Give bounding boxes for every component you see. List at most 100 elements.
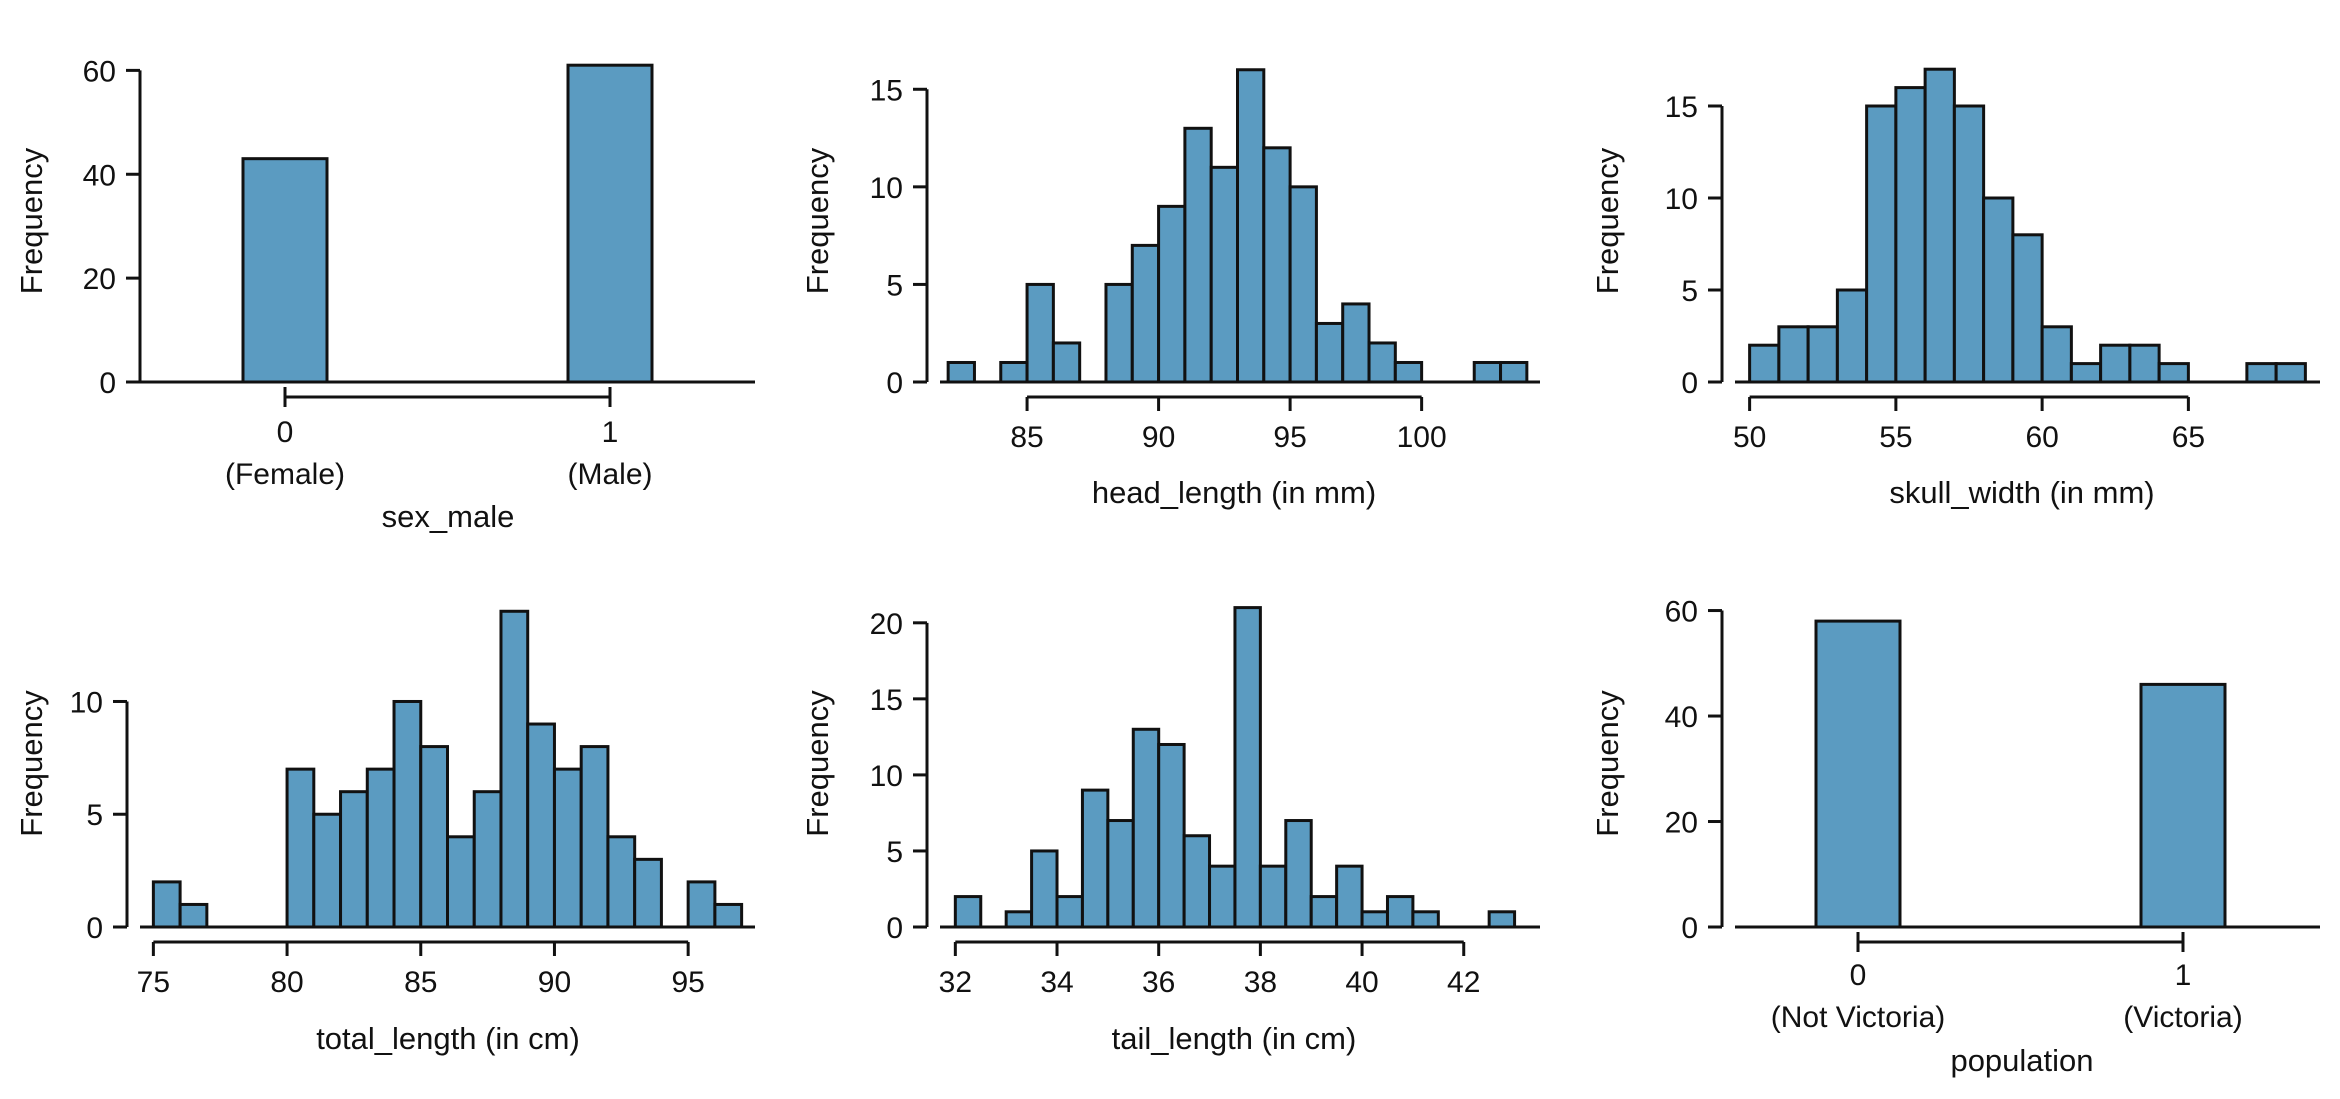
histogram-bar: [1894, 86, 1927, 384]
histogram-bar: [1262, 146, 1292, 384]
histogram-bar: [999, 360, 1029, 384]
histogram-bar: [1258, 864, 1288, 929]
histogram-bar: [365, 767, 396, 929]
histogram-bar: [1051, 341, 1082, 384]
x-tick-label: 42: [1447, 966, 1480, 999]
histogram-bar: [1411, 910, 1440, 929]
x-tick-label: 1: [602, 416, 619, 449]
histogram-bar: [1131, 727, 1161, 929]
x-tick-label: 90: [1142, 421, 1175, 454]
histogram-bar: [285, 767, 316, 929]
histogram-bar: [1806, 325, 1839, 384]
x-tick-label: 95: [671, 966, 704, 999]
x-tick-label: 85: [404, 966, 437, 999]
x-tick-label: 60: [2025, 421, 2058, 454]
histogram-bar: [1157, 742, 1186, 929]
y-tick-label: 60: [1665, 596, 1698, 629]
x-tick-label: 34: [1040, 966, 1073, 999]
x-axis-title: head_length (in mm): [1092, 475, 1376, 510]
histogram-bar: [686, 880, 717, 929]
histogram-bar: [1835, 288, 1869, 384]
histogram-bar: [1335, 864, 1364, 929]
x-tick-label: 75: [137, 966, 170, 999]
histogram-bar: [1080, 788, 1110, 929]
histogram-bar: [499, 609, 530, 929]
histogram-bar: [1284, 819, 1313, 929]
y-tick-label: 10: [870, 760, 903, 793]
y-tick-label: 20: [870, 608, 903, 641]
y-tick-label: 5: [86, 799, 103, 832]
histogram-bar: [1341, 302, 1371, 384]
x-tick-sublabel: (Victoria): [2123, 1001, 2242, 1034]
histogram-bar: [1982, 196, 2015, 384]
histogram-bar: [2245, 362, 2278, 384]
y-tick-label: 0: [886, 912, 903, 945]
histogram-bar: [1004, 910, 1034, 929]
histogram-bar: [953, 895, 983, 929]
histogram-bar: [1288, 185, 1318, 384]
histogram-bar: [1499, 360, 1529, 384]
y-axis-title: Frequency: [800, 690, 835, 837]
histogram-bar: [606, 835, 637, 929]
x-axis-title: population: [1950, 1043, 2093, 1078]
histogram-bar: [1314, 321, 1345, 384]
x-tick-label: 0: [277, 416, 294, 449]
y-axis-title: Frequency: [1590, 147, 1625, 294]
histogram-bar: [2157, 362, 2190, 384]
histogram-bar: [579, 745, 610, 929]
histogram-bar: [1104, 282, 1134, 384]
histogram-bar: [2069, 362, 2103, 384]
histogram-bar: [2274, 362, 2307, 384]
y-tick-label: 5: [1681, 275, 1698, 308]
y-tick-label: 15: [870, 74, 903, 107]
y-tick-label: 5: [886, 269, 903, 302]
histogram-bar: [1209, 165, 1240, 384]
x-tick-label: 38: [1244, 966, 1277, 999]
histogram-bar: [713, 902, 744, 929]
histogram-bar: [1025, 282, 1055, 384]
histogram-bar: [526, 722, 556, 929]
histogram-bar: [1748, 343, 1781, 384]
y-tick-label: 10: [870, 172, 903, 205]
x-tick-label: 0: [1850, 959, 1867, 992]
histogram-bar: [312, 812, 343, 929]
x-tick-label: 50: [1733, 421, 1766, 454]
y-tick-label: 0: [1681, 367, 1698, 400]
histogram-panel-3: 0 5 10 15 Frequency 50 55 60 65 skull_width (in m…: [1590, 67, 2320, 510]
histogram-bar: [151, 880, 182, 929]
y-tick-label: 10: [1665, 183, 1698, 216]
y-tick-label: 5: [886, 836, 903, 869]
histogram-bar: [1360, 910, 1389, 929]
histogram-bar: [419, 745, 449, 929]
x-tick-label: 85: [1010, 421, 1043, 454]
y-tick-label: 0: [99, 367, 116, 400]
y-tick-label: 20: [1665, 807, 1698, 840]
histogram-bar: [1487, 910, 1517, 929]
histogram-bar: [1055, 895, 1084, 929]
histogram-bar: [339, 790, 369, 929]
histogram-bar: [1030, 849, 1059, 929]
histogram-bar: [1106, 819, 1135, 929]
histogram-bar: [2040, 325, 2073, 384]
y-tick-label: 0: [886, 367, 903, 400]
x-tick-label: 32: [939, 966, 972, 999]
y-axis-title: Frequency: [800, 147, 835, 294]
y-tick-label: 20: [83, 263, 116, 296]
histogram-bar: [1182, 834, 1212, 929]
y-axis-title: Frequency: [14, 690, 49, 837]
x-tick-sublabel: (Female): [225, 458, 345, 491]
histogram-bar: [1923, 67, 1956, 384]
histogram-bar: [1952, 104, 1986, 384]
y-tick-label: 0: [1681, 912, 1698, 945]
y-tick-label: 15: [1665, 91, 1698, 124]
x-tick-label: 90: [538, 966, 571, 999]
histogram-bar: [552, 767, 583, 929]
x-axis-title: skull_width (in mm): [1889, 475, 2154, 510]
histogram-bar: [472, 790, 503, 929]
category-bar: [1814, 619, 1902, 929]
y-tick-label: 15: [870, 684, 903, 717]
y-axis-title: Frequency: [14, 147, 49, 294]
histogram-bar: [1233, 606, 1262, 929]
category-bar: [2139, 682, 2227, 929]
